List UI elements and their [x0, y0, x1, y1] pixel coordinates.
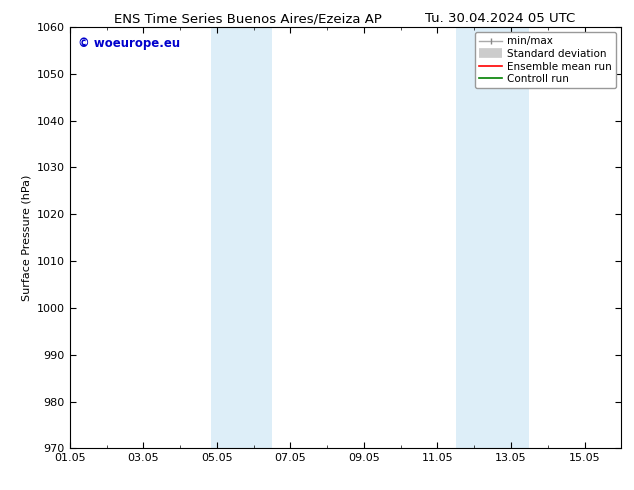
- Text: ENS Time Series Buenos Aires/Ezeiza AP: ENS Time Series Buenos Aires/Ezeiza AP: [114, 12, 382, 25]
- Bar: [210, 27, 272, 448]
- Text: Tu. 30.04.2024 05 UTC: Tu. 30.04.2024 05 UTC: [425, 12, 575, 25]
- Y-axis label: Surface Pressure (hPa): Surface Pressure (hPa): [21, 174, 31, 301]
- Legend: min/max, Standard deviation, Ensemble mean run, Controll run: min/max, Standard deviation, Ensemble me…: [475, 32, 616, 88]
- Bar: [456, 27, 529, 448]
- Text: © woeurope.eu: © woeurope.eu: [78, 38, 180, 50]
